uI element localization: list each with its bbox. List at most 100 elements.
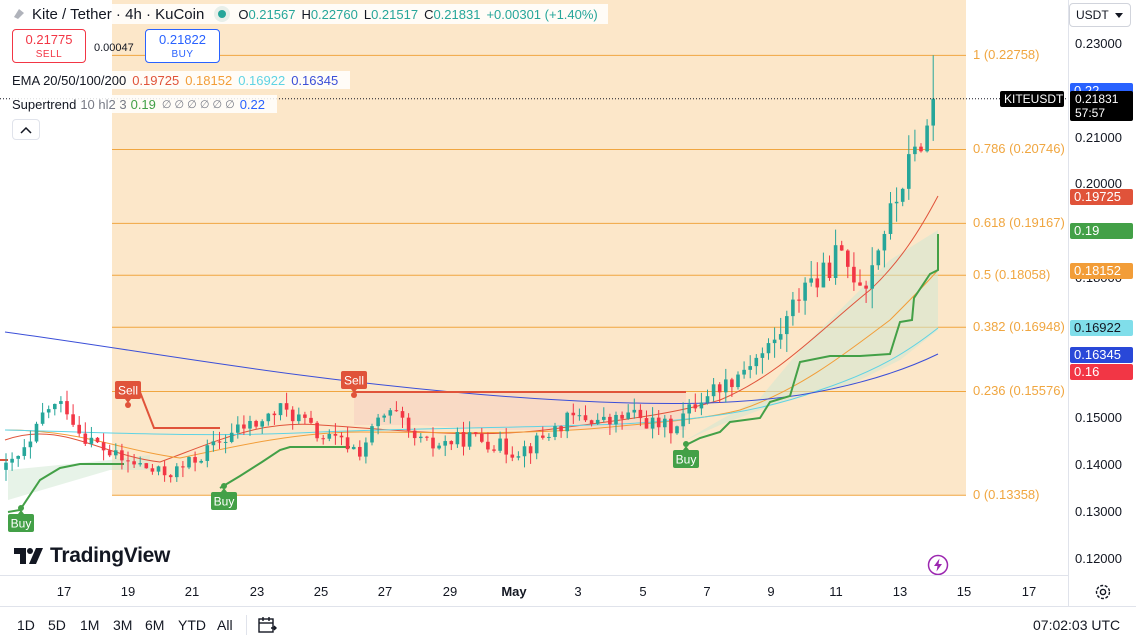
timeframe-1d-button[interactable]: 1D [17,617,35,633]
price-badge: 0.19 [1070,223,1133,240]
price-chart[interactable]: Sell Sell Buy Buy Buy [0,0,1068,576]
candle [284,392,289,417]
high-value: 0.22760 [310,6,358,22]
time-tick: 19 [120,584,136,599]
ema-20-line [4,195,939,463]
change-value: +0.00301 (+1.40%) [486,6,598,22]
candle [254,419,258,429]
sell-signal[interactable]: Sell [341,371,367,398]
ema-100-value: 0.16922 [238,72,286,88]
candle [28,430,33,459]
candle [724,368,728,403]
candle-countdown: 57:57 [1075,106,1106,120]
spread-value: 0.00047 [94,42,134,54]
time-tick: 3 [574,584,582,599]
candle [59,396,63,413]
ema-legend[interactable]: EMA 20/50/100/200 0.19725 0.18152 0.1692… [12,71,351,89]
timeframe-6m-button[interactable]: 6M [145,617,165,633]
supertrend-params: 10 hl2 3 [80,96,127,112]
price-badge: 0.16922 [1070,320,1133,337]
supertrend-down-fill [354,392,686,430]
candle [620,411,624,430]
candle [882,230,887,268]
price-tick: 0.14000 [1075,457,1122,473]
candle [278,402,283,421]
candle [101,433,106,461]
supertrend-line-mid [219,446,350,489]
symbol-title[interactable]: Kite / Tether · 4h · KuCoin [32,5,205,23]
ema-50-line [4,269,939,459]
supertrend-legend[interactable]: Supertrend 10 hl2 3 0.19 ∅ ∅ ∅ ∅ ∅ ∅ 0.2… [12,95,277,113]
candle [656,410,661,435]
buy-button[interactable]: 0.21822 BUY [145,29,220,63]
candle [778,317,783,349]
settings-icon[interactable] [1094,583,1112,601]
timeframe-ytd-button[interactable]: YTD [178,617,206,633]
time-axis-line [0,575,1068,576]
currency-value: USDT [1076,8,1109,22]
sell-button[interactable]: 0.21775 SELL [12,29,86,63]
candle [705,389,710,405]
candle [333,423,338,445]
time-tick: 27 [377,584,393,599]
candle [608,413,612,435]
candle [77,416,81,437]
candle [443,435,447,457]
candle [577,408,582,421]
candle [516,451,521,461]
candle [22,439,27,460]
timeframe-1m-button[interactable]: 1M [80,617,100,633]
buy-signal[interactable]: Buy [673,441,699,468]
buy-label: BUY [171,49,194,60]
candle [919,143,923,153]
time-tick: May [501,584,527,599]
candle [339,432,344,446]
candle [205,439,210,468]
collapse-legend-button[interactable] [12,119,40,140]
currency-select[interactable]: USDT [1069,3,1131,27]
candle [772,327,777,358]
ema-100-line [4,327,939,436]
market-status-icon[interactable] [214,6,231,22]
time-tick: 13 [892,584,908,599]
candle [595,413,600,425]
open-key: O [238,6,249,22]
calendar-range-icon[interactable] [257,615,277,635]
candle [449,440,454,451]
buy-signal[interactable]: Buy [211,483,237,510]
supertrend-null-values: ∅ ∅ ∅ ∅ ∅ ∅ [161,98,235,111]
candle [846,249,850,279]
timeframe-3m-button[interactable]: 3M [113,617,133,633]
candle [303,411,307,425]
buy-signal[interactable]: Buy [8,505,34,532]
candle [528,443,533,464]
candle [107,444,112,458]
candle [736,371,740,390]
candle [791,291,795,326]
candle [315,420,319,442]
candle [388,408,393,424]
lightning-icon[interactable] [927,554,949,576]
candle [931,55,935,141]
kite-logo-icon [14,9,24,19]
time-tick: 5 [639,584,647,599]
candle [53,403,57,416]
bottom-toolbar [0,606,1136,640]
candle [510,446,515,462]
open-value: 0.21567 [248,6,296,22]
utc-clock[interactable]: 07:02:03 UTC [1033,617,1121,633]
price-tick: 0.20000 [1075,176,1122,192]
time-tick: 29 [442,584,458,599]
candle [760,347,765,374]
timeframe-all-button[interactable]: All [217,617,233,633]
candle [120,443,124,470]
sell-signal[interactable]: Sell [115,381,141,408]
time-tick: 11 [829,584,843,599]
timeframe-5d-button[interactable]: 5D [48,617,66,633]
ema-50-value: 0.18152 [185,72,233,88]
candle [827,255,832,281]
price-tick: 0.23000 [1075,36,1122,51]
ema-label: EMA 20/50/100/200 [12,72,127,88]
supertrend-up-fill [686,230,938,440]
tradingview-logo[interactable]: TradingView [14,544,170,568]
